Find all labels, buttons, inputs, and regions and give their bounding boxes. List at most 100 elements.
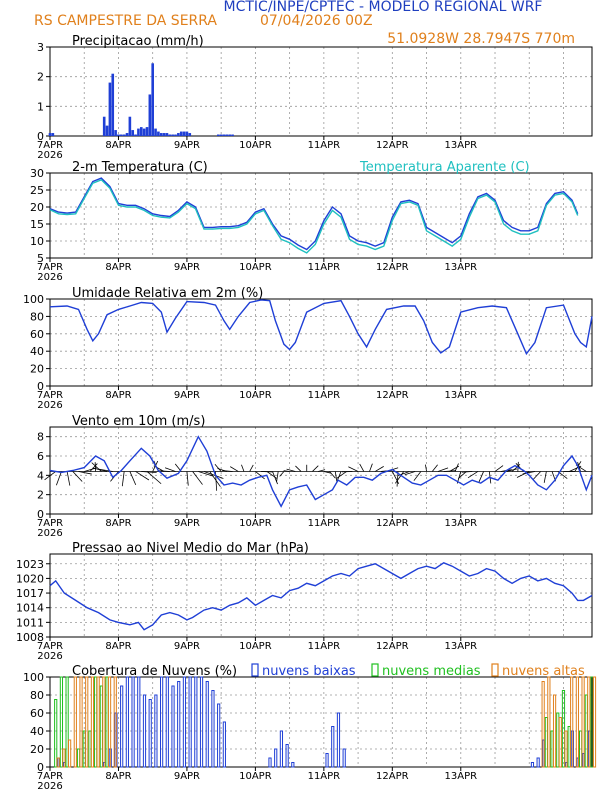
cloud-bar-0 bbox=[171, 685, 175, 768]
wind-arrow bbox=[457, 471, 467, 479]
precip-bar bbox=[177, 133, 180, 136]
x-tick-label: 9APR bbox=[174, 771, 200, 782]
precip-bar bbox=[219, 134, 223, 136]
wind-arrow bbox=[276, 471, 279, 482]
wind-arrow bbox=[249, 464, 254, 472]
cloud-bar-0 bbox=[536, 757, 540, 768]
precip-bar bbox=[120, 134, 123, 136]
x-tick-label: 12APR bbox=[376, 262, 409, 273]
cloud-bar-1 bbox=[99, 685, 103, 768]
y-tick-label: 8 bbox=[37, 431, 44, 444]
wind-arrow bbox=[214, 464, 222, 472]
legend-swatch bbox=[371, 663, 379, 677]
cloud-bar-0 bbox=[205, 681, 209, 768]
cloud-bar-0 bbox=[336, 712, 341, 768]
wind-arrow bbox=[209, 471, 221, 487]
x-tick-label: 9APR bbox=[174, 390, 200, 401]
y-tick-label: 60 bbox=[30, 328, 44, 341]
wind-arrow bbox=[511, 463, 521, 472]
x-tick-label: 10APR bbox=[239, 641, 272, 652]
cloud-bar-0 bbox=[194, 676, 198, 768]
y-tick-label: 6 bbox=[37, 450, 44, 463]
cloud-bar-0 bbox=[125, 676, 129, 768]
x-tick-label: 7APR bbox=[37, 641, 63, 652]
x-tick-label: 7APR bbox=[37, 262, 63, 273]
cloud-bar-1 bbox=[556, 712, 560, 768]
cloud-bar-1 bbox=[105, 676, 109, 768]
x-tick-label: 12APR bbox=[376, 140, 409, 151]
legend-label: Temperatura Aparente (C) bbox=[359, 160, 530, 175]
precip-bar bbox=[151, 63, 154, 136]
cloud-bar-1 bbox=[550, 730, 554, 768]
x-tick-label: 9APR bbox=[174, 518, 200, 529]
panel-frame bbox=[49, 172, 593, 259]
precip-bar bbox=[102, 116, 106, 136]
y-tick-label: 0 bbox=[37, 761, 44, 774]
x-tick-label: 11APR bbox=[308, 771, 341, 782]
x-tick-label: 8APR bbox=[105, 390, 131, 401]
y-tick-label: 20 bbox=[30, 201, 44, 214]
x-tick-label: 10APR bbox=[239, 262, 272, 273]
model-title: MCTIC/INPE/CPTEC - MODELO REGIONAL WRF bbox=[224, 0, 543, 15]
precip-bar bbox=[165, 133, 169, 136]
precip-bar bbox=[148, 94, 152, 136]
wind-arrow bbox=[312, 465, 319, 472]
x-year-label: 2026 bbox=[37, 272, 62, 283]
panel-title: 2-m Temperatura (C) bbox=[72, 160, 208, 175]
precip-bar bbox=[231, 134, 234, 136]
cloud-bar-2 bbox=[564, 730, 568, 768]
rh-series-line bbox=[49, 299, 593, 356]
x-tick-label: 11APR bbox=[308, 140, 341, 151]
wind-arrow bbox=[89, 463, 98, 472]
wind-arrow bbox=[283, 470, 290, 472]
run-label: 07/04/2026 00Z bbox=[260, 13, 373, 29]
cloud-bar-0 bbox=[530, 762, 535, 768]
y-tick-label: 40 bbox=[30, 345, 44, 358]
cloud-bar-0 bbox=[342, 748, 346, 768]
panel-title: Vento em 10m (m/s) bbox=[72, 414, 205, 429]
x-tick-label: 9APR bbox=[174, 262, 200, 273]
y-tick-label: 0 bbox=[37, 130, 44, 143]
x-tick-label: 12APR bbox=[376, 771, 409, 782]
y-tick-label: 1017 bbox=[16, 587, 44, 600]
wind-arrow bbox=[494, 465, 504, 472]
rh-panel: 0 20 40 60 80 100 7APR 8APR 9APR 10APR 11APR 12APR 1… bbox=[23, 286, 593, 411]
y-tick-label: 0 bbox=[37, 508, 44, 521]
x-tick-label: 7APR bbox=[37, 390, 63, 401]
precip-bar bbox=[145, 127, 149, 136]
wind-arrow bbox=[431, 464, 438, 472]
precip-bar bbox=[171, 134, 174, 136]
wind-arrow bbox=[241, 464, 245, 472]
cloud-bar-2 bbox=[581, 676, 585, 768]
cloud-bar-2 bbox=[107, 676, 112, 768]
cloud-bar-2 bbox=[113, 676, 117, 768]
y-tick-label: 60 bbox=[30, 707, 44, 720]
x-tick-label: 10APR bbox=[239, 518, 272, 529]
panel-frame bbox=[49, 46, 593, 137]
cloud-bar-2 bbox=[56, 757, 60, 768]
wind-arrow bbox=[454, 463, 459, 472]
x-tick-label: 9APR bbox=[174, 641, 200, 652]
precip-bar bbox=[51, 133, 55, 136]
wind-arrow bbox=[334, 471, 338, 482]
temp-panel: 5 10 15 20 25 30 7APR 8APR 9APR 10APR 11APR 12APR 13… bbox=[30, 160, 593, 283]
precip-bar bbox=[154, 128, 157, 136]
y-tick-label: 100 bbox=[23, 293, 44, 306]
precip-panel: 0 1 2 3 7APR 8APR 9APR 10APR 11APR 12APR 13APR 2026… bbox=[37, 34, 593, 161]
precip-bar bbox=[48, 133, 52, 136]
y-tick-label: 15 bbox=[30, 218, 44, 231]
cloud-bar-2 bbox=[592, 676, 597, 768]
y-tick-label: 1 bbox=[37, 100, 44, 113]
precip-bar bbox=[159, 133, 163, 136]
legend-label: nuvens altas bbox=[502, 664, 585, 679]
cloud-bar-0 bbox=[137, 676, 141, 768]
panel-title: Precipitacao (mm/h) bbox=[72, 34, 204, 49]
cloud-bar-0 bbox=[131, 676, 135, 768]
wind-arrow bbox=[192, 471, 203, 485]
precip-bar bbox=[168, 134, 172, 136]
cloud-bar-0 bbox=[222, 721, 226, 768]
precip-bar bbox=[162, 133, 166, 136]
wind-arrow bbox=[255, 471, 265, 480]
cloud-bar-0 bbox=[285, 744, 289, 768]
